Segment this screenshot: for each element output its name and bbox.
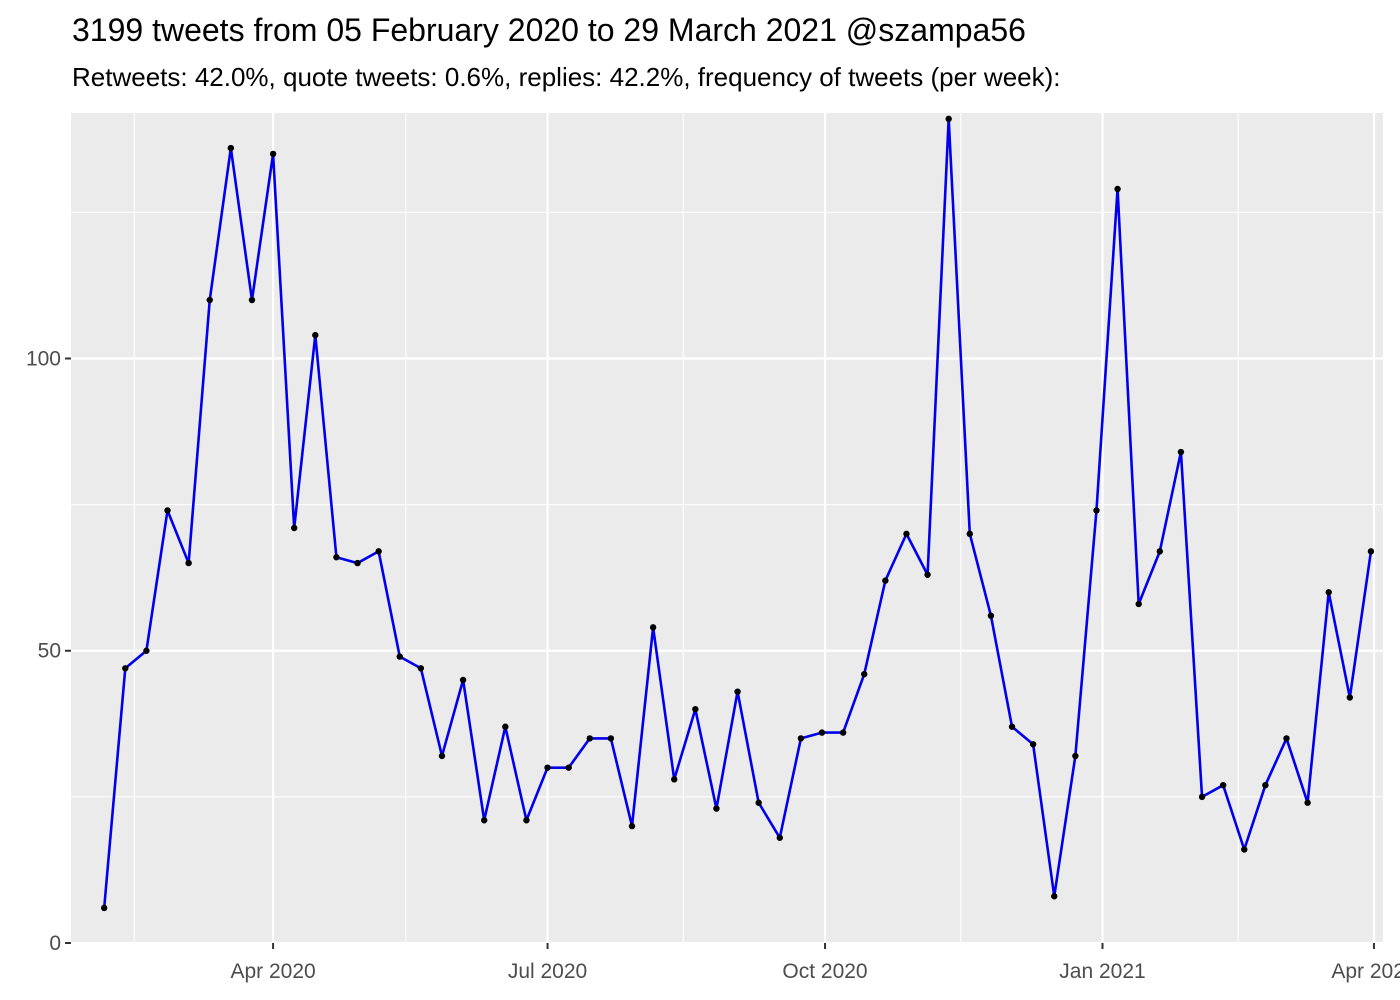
data-point — [1135, 600, 1142, 608]
data-point — [544, 764, 551, 771]
data-point — [185, 559, 192, 567]
y-tick-label: 50 — [38, 640, 61, 663]
data-point — [459, 676, 467, 684]
y-tick-label: 100 — [26, 347, 61, 370]
data-point — [903, 530, 910, 538]
data-point — [206, 296, 213, 304]
data-point — [734, 688, 741, 695]
data-point — [649, 624, 657, 631]
data-point — [312, 331, 319, 339]
data-point — [375, 548, 382, 555]
data-point — [797, 735, 805, 742]
minor-gridlines — [71, 113, 1383, 943]
data-point — [628, 822, 636, 830]
data-point — [818, 729, 826, 736]
data-point — [1346, 694, 1354, 701]
data-point — [502, 723, 509, 730]
x-tick-label: Oct 2020 — [782, 960, 867, 983]
data-points — [100, 115, 1375, 912]
data-point — [227, 144, 235, 152]
data-point — [692, 705, 699, 713]
data-point — [1029, 741, 1037, 748]
data-point — [713, 805, 720, 812]
data-point — [1241, 846, 1248, 853]
data-point — [1304, 799, 1311, 806]
data-point — [1072, 752, 1079, 760]
data-point — [1114, 185, 1121, 193]
data-point — [924, 571, 931, 578]
data-point — [586, 735, 593, 742]
data-point — [396, 653, 403, 660]
data-point — [987, 612, 995, 619]
x-tick-label: Apr 2020 — [230, 960, 315, 983]
data-point — [1283, 735, 1290, 742]
data-point — [565, 764, 572, 771]
axis-ticks — [65, 357, 1375, 949]
data-point — [1177, 448, 1185, 456]
data-point — [671, 776, 678, 783]
y-tick-label: 0 — [49, 932, 61, 955]
data-point — [354, 559, 361, 567]
data-point — [966, 530, 973, 538]
data-point — [269, 150, 277, 158]
data-point — [607, 735, 615, 742]
data-point — [882, 577, 889, 584]
data-point — [417, 665, 425, 672]
data-point — [945, 115, 952, 123]
data-point — [1008, 723, 1016, 730]
data-point — [1093, 507, 1100, 514]
data-point — [290, 524, 298, 532]
data-point — [143, 647, 150, 654]
data-point — [333, 554, 340, 561]
chart-subtitle: Retweets: 42.0%, quote tweets: 0.6%, rep… — [72, 62, 1061, 92]
data-point — [1262, 781, 1269, 789]
data-point — [100, 904, 108, 912]
chart-title: 3199 tweets from 05 February 2020 to 29 … — [72, 12, 1026, 48]
data-point — [164, 507, 171, 514]
data-point — [481, 817, 488, 824]
data-point — [1219, 781, 1227, 789]
major-gridlines — [71, 113, 1383, 945]
data-point — [755, 799, 762, 806]
data-point — [1156, 548, 1164, 555]
data-point — [1325, 589, 1332, 596]
data-point — [1198, 793, 1206, 801]
data-point — [1367, 548, 1375, 555]
data-point — [523, 817, 530, 824]
x-tick-label: Jul 2020 — [508, 960, 587, 983]
data-point — [1051, 893, 1058, 900]
x-tick-label: Apr 2021 — [1331, 960, 1400, 983]
x-tick-label: Jan 2021 — [1059, 960, 1145, 983]
data-point — [438, 752, 446, 760]
data-point — [248, 296, 256, 304]
data-point — [839, 729, 847, 736]
data-point — [122, 665, 129, 672]
data-point — [776, 834, 783, 841]
axis-tick-labels: 0 50 100 Apr 2020 Jul 2020 Oct 2020 Jan 2021 Ap… — [26, 347, 1400, 983]
data-point — [861, 670, 868, 678]
